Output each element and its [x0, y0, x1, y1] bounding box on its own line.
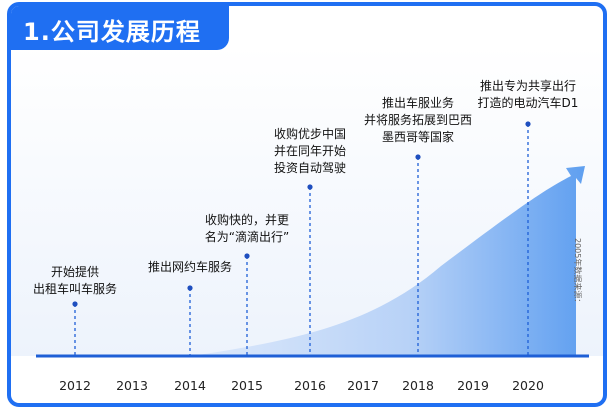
year-label-2016: 2016: [294, 378, 326, 393]
event-line: 并在同年开始: [273, 144, 347, 158]
year-label-2015: 2015: [231, 378, 263, 393]
event-text-2018: 推出车服业务并将服务拓展到巴西 墨西哥等国家: [364, 95, 472, 146]
event-text-2015: 收购快的，并更 名为“滴滴出行”: [205, 212, 289, 246]
event-line: 投资自动驾驶: [273, 161, 347, 175]
event-dot-2015: [244, 253, 250, 259]
event-line: 名为“滴滴出行”: [204, 230, 290, 244]
event-dot-2016: [307, 184, 313, 190]
event-text-2014: 推出网约车服务: [148, 259, 232, 276]
event-dot-2018: [415, 154, 421, 160]
event-text-2016: 收购优步中国 并在同年开始 投资自动驾驶: [274, 126, 346, 177]
event-line: 推出专为共享出行: [479, 79, 577, 93]
year-label-2017: 2017: [347, 378, 379, 393]
title-bar: 1.公司发展历程: [11, 6, 229, 50]
year-label-2020: 2020: [512, 378, 544, 393]
event-dot-2014: [187, 285, 193, 291]
page-title: 1.公司发展历程: [23, 18, 201, 46]
event-dot-2012: [72, 301, 78, 307]
event-line: 收购快的，并更: [204, 213, 289, 227]
year-label-2014: 2014: [174, 378, 206, 393]
year-label-2019: 2019: [457, 378, 489, 393]
year-label-2013: 2013: [116, 378, 148, 393]
event-line: 墨西哥等国家: [381, 130, 455, 144]
timeline-graphic: [11, 46, 603, 358]
side-note: 2005年数据来源：: [573, 238, 582, 307]
event-line: 开始提供: [50, 265, 100, 279]
event-line: 推出车服业务: [381, 96, 455, 110]
event-text-2012: 开始提供出租车叫车服务: [33, 264, 117, 298]
timeline-panel: 1.公司发展历程 2012 2013 2014 2015 2016 2017 2018 201…: [7, 2, 607, 407]
year-label-2012: 2012: [59, 378, 91, 393]
event-line: 打造的电动汽车D1: [477, 96, 579, 110]
event-line: 推出网约车服务: [147, 260, 233, 274]
event-dot-2020: [525, 121, 531, 127]
event-text-2020: 推出专为共享出行 打造的电动汽车D1: [478, 78, 579, 112]
growth-area: [191, 166, 585, 356]
event-line: 并将服务拓展到巴西: [363, 113, 473, 127]
event-line: 出租车叫车服务: [32, 282, 118, 296]
event-line: 收购优步中国: [273, 127, 347, 141]
year-label-2018: 2018: [402, 378, 434, 393]
